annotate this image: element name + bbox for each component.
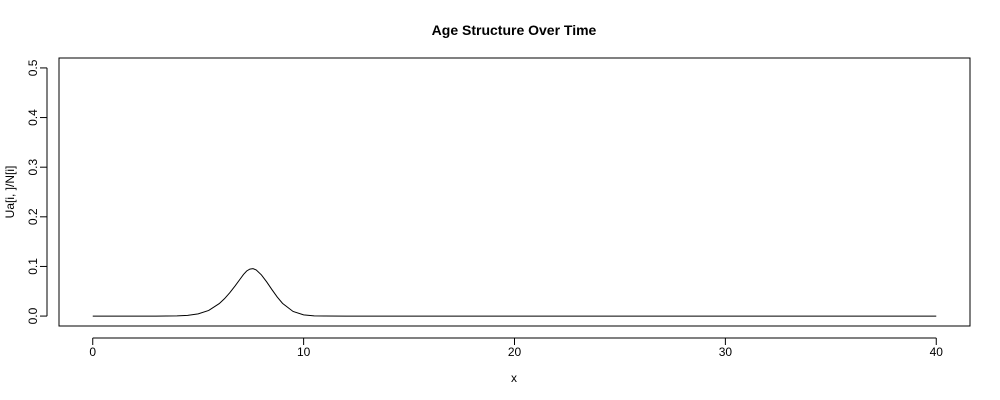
x-tick-label: 30 bbox=[719, 345, 733, 359]
x-tick-label: 10 bbox=[297, 345, 311, 359]
y-tick-label: 0.5 bbox=[26, 59, 40, 76]
y-tick-label: 0.2 bbox=[26, 208, 40, 225]
y-axis: 0.0 0.1 0.2 0.3 0.4 0.5 bbox=[26, 59, 48, 324]
y-tick-label: 0.1 bbox=[26, 258, 40, 275]
series-line bbox=[92, 268, 937, 317]
x-axis: 0 10 20 30 40 bbox=[89, 337, 944, 359]
plot-frame bbox=[58, 57, 971, 327]
x-tick-label: 40 bbox=[930, 345, 944, 359]
y-axis-label: Ua[i, ]/N[i] bbox=[3, 166, 17, 219]
chart-title: Age Structure Over Time bbox=[432, 22, 597, 38]
x-tick-label: 20 bbox=[508, 345, 522, 359]
x-tick-label: 0 bbox=[89, 345, 96, 359]
y-tick-label: 0.4 bbox=[26, 109, 40, 126]
y-tick-label: 0.3 bbox=[26, 159, 40, 176]
y-tick-label: 0.0 bbox=[26, 307, 40, 324]
x-axis-label: x bbox=[511, 371, 517, 385]
